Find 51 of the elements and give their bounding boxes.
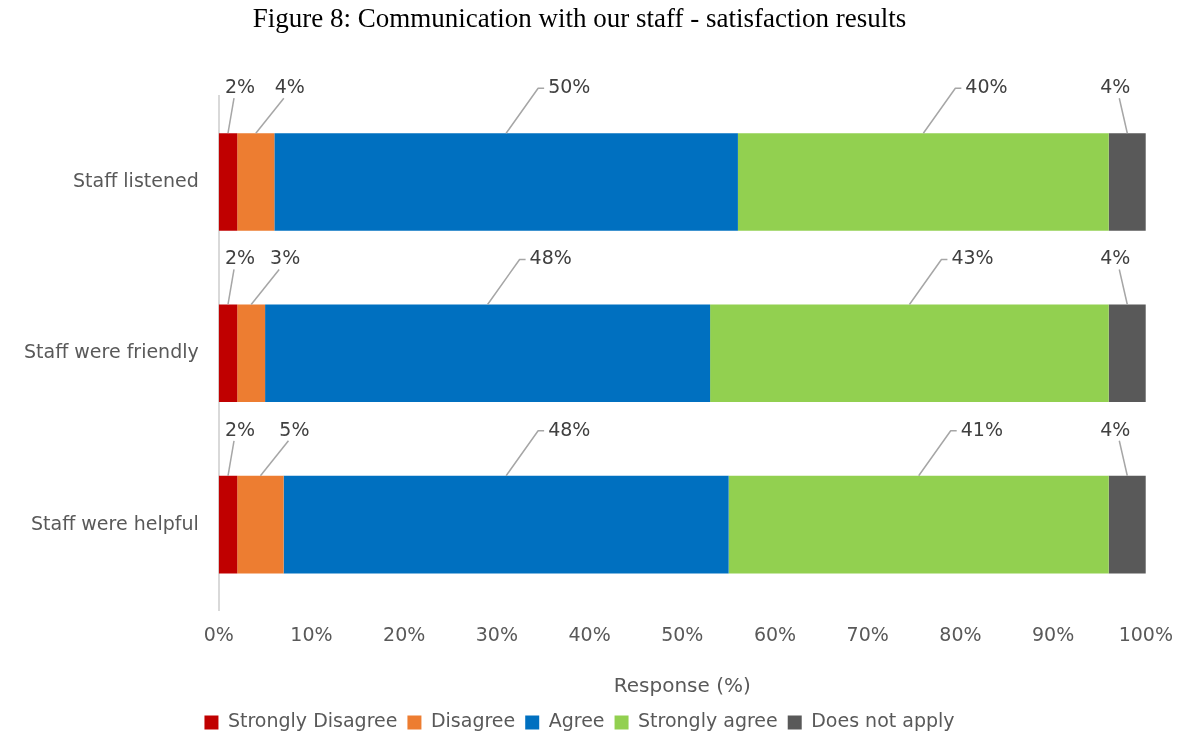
data-label: 48%	[529, 246, 572, 269]
data-label: 48%	[548, 417, 591, 440]
data-label: 2%	[224, 417, 256, 440]
bar	[265, 304, 711, 403]
data-label: 4%	[1100, 246, 1131, 269]
x-tick-label: 90%	[1032, 622, 1075, 645]
legend-label: Strongly agree	[638, 709, 778, 732]
x-tick-label: 100%	[1118, 622, 1173, 645]
bar	[218, 133, 238, 231]
data-label: 40%	[965, 75, 1008, 98]
bar	[218, 475, 238, 574]
bar	[237, 475, 284, 574]
chart-title: Figure 8: Communication with our staff - satisfaction results	[252, 3, 907, 34]
legend-label: Strongly Disagree	[227, 709, 398, 732]
x-tick-label: 80%	[939, 622, 982, 645]
bar	[218, 304, 238, 403]
data-label: 43%	[951, 246, 994, 269]
data-label: 4%	[274, 75, 305, 98]
bar	[737, 133, 1109, 231]
bar	[274, 133, 738, 231]
x-tick-label: 50%	[661, 622, 704, 645]
data-label: 2%	[224, 246, 256, 269]
y-tick-label: Staff were friendly	[24, 340, 199, 363]
x-tick-label: 60%	[753, 622, 797, 645]
bar	[710, 304, 1109, 403]
x-tick-label: 0%	[203, 622, 234, 645]
bar	[283, 475, 729, 574]
bar	[728, 475, 1109, 574]
bar	[237, 133, 275, 231]
y-tick-label: Staff were helpful	[31, 511, 199, 534]
bar	[1108, 133, 1146, 231]
data-label: 5%	[279, 417, 310, 440]
x-tick-label: 40%	[568, 622, 611, 645]
x-tick-label: 10%	[290, 622, 333, 645]
x-tick-label: 20%	[383, 622, 426, 645]
data-label: 41%	[960, 417, 1003, 440]
data-label: 4%	[1100, 75, 1131, 98]
data-label: 3%	[270, 246, 301, 269]
legend-label: Disagree	[430, 709, 516, 732]
x-tick-label: 30%	[475, 622, 518, 645]
data-label: 4%	[1100, 417, 1131, 440]
legend-label: Agree	[548, 709, 605, 732]
legend-label: Does not apply	[811, 709, 955, 732]
data-label: 2%	[224, 75, 256, 98]
x-axis-title: Response (%)	[613, 673, 751, 698]
bar	[1108, 304, 1146, 403]
x-tick-label: 70%	[846, 622, 889, 645]
y-tick-label: Staff listened	[73, 168, 199, 191]
data-label: 50%	[548, 75, 591, 98]
bar	[1108, 475, 1146, 574]
bar	[237, 304, 266, 403]
